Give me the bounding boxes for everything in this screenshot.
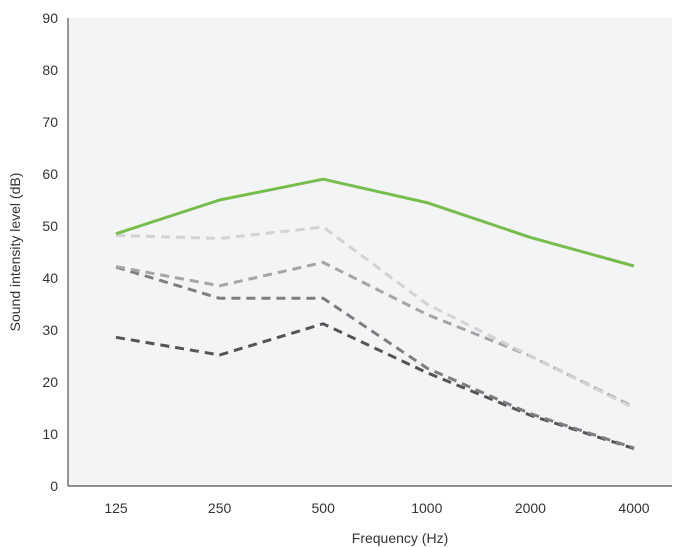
series-line-1 [115, 177, 635, 268]
y-tick-label: 30 [42, 322, 58, 338]
series-line-4 [115, 265, 635, 450]
y-tick-label: 20 [42, 374, 58, 390]
y-tick-label: 0 [50, 478, 58, 494]
y-tick-label: 90 [42, 10, 58, 26]
x-tick-labels: 125 250 500 1000 2000 4000 [104, 500, 649, 516]
y-tick-label: 10 [42, 426, 58, 442]
series-line-2 [115, 225, 635, 410]
x-axis-title: Frequency (Hz) [352, 530, 448, 546]
x-tick-label: 500 [312, 500, 336, 516]
y-tick-labels: 0 10 20 30 40 50 60 70 80 90 [42, 10, 58, 494]
y-tick-label: 50 [42, 218, 58, 234]
x-tick-label: 4000 [618, 500, 649, 516]
y-tick-label: 60 [42, 166, 58, 182]
plot-background [68, 18, 672, 486]
y-tick-label: 70 [42, 114, 58, 130]
x-tick-label: 1000 [411, 500, 442, 516]
x-tick-label: 2000 [515, 500, 546, 516]
y-axis-title: Sound intensity level (dB) [7, 173, 23, 332]
series-layer [115, 177, 635, 451]
y-tick-label: 80 [42, 62, 58, 78]
x-tick-label: 250 [208, 500, 232, 516]
x-tick-label: 125 [104, 500, 128, 516]
y-tick-label: 40 [42, 270, 58, 286]
